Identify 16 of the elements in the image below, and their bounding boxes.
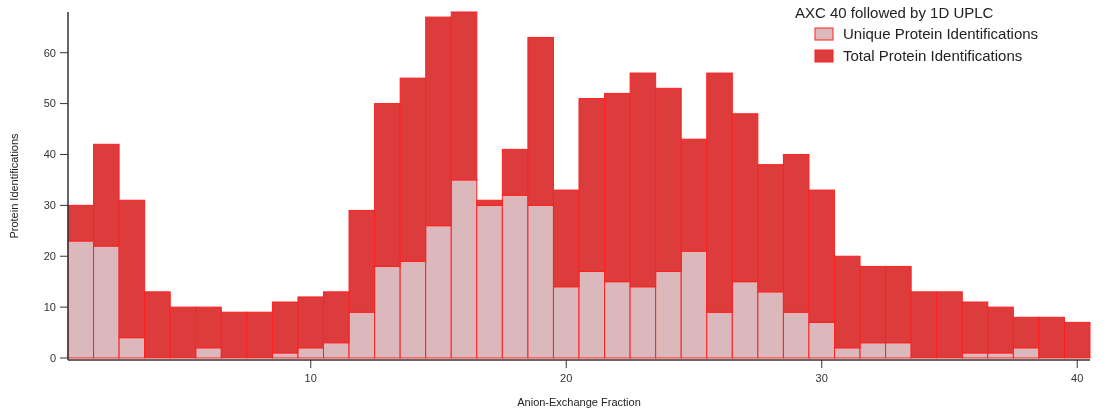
legend-title: AXC 40 followed by 1D UPLC	[795, 4, 994, 21]
y-tick-label: 10	[43, 300, 56, 313]
x-tick-label: 10	[304, 372, 317, 384]
y-axis-title: Protein Identifications	[8, 132, 20, 239]
x-tick-label: 20	[560, 372, 573, 384]
y-tick-label: 60	[43, 46, 56, 59]
legend-label: Total Protein Identifications	[843, 47, 1023, 64]
y-tick-label: 20	[43, 250, 56, 263]
y-tick-label: 0	[49, 351, 56, 364]
y-tick-label: 50	[43, 97, 56, 110]
x-tick-label: 40	[1071, 372, 1084, 384]
y-tick-label: 30	[43, 199, 56, 212]
x-tick-label: 30	[815, 372, 828, 384]
y-tick-label: 40	[43, 148, 56, 161]
legend-label: Unique Protein Identifications	[843, 25, 1039, 42]
x-axis-title: Anion-Exchange Fraction	[517, 396, 641, 408]
